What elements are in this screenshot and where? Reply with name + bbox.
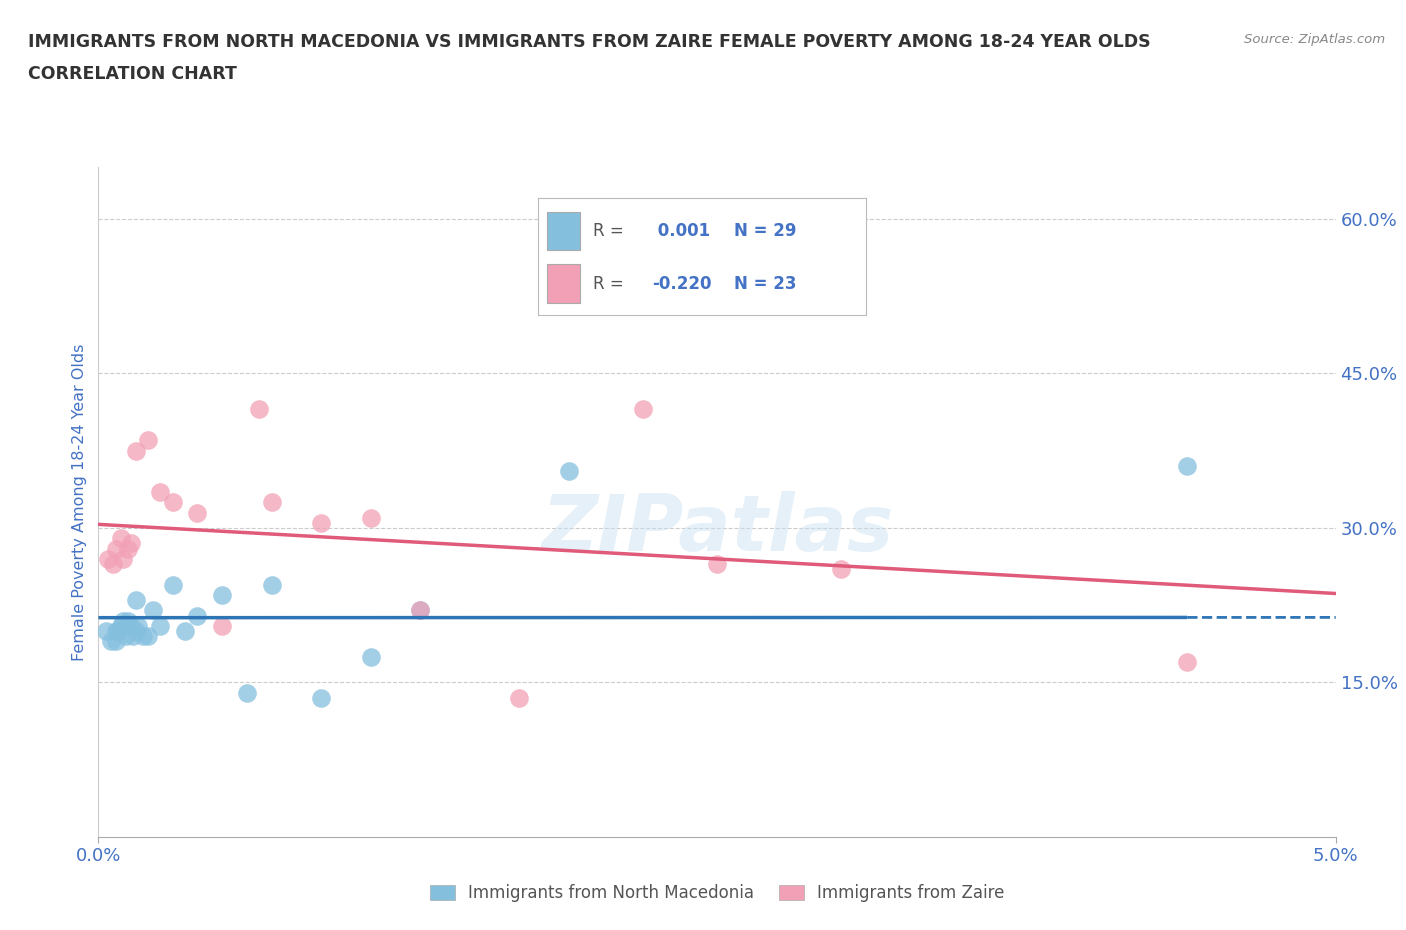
Point <box>247 402 270 417</box>
Point <box>360 511 382 525</box>
Point <box>124 623 146 638</box>
Point <box>174 623 197 638</box>
Point <box>136 629 159 644</box>
Text: Source: ZipAtlas.com: Source: ZipAtlas.com <box>1244 33 1385 46</box>
Point <box>309 690 332 705</box>
Point <box>120 618 142 633</box>
Point <box>1175 655 1198 670</box>
Point <box>236 685 259 700</box>
Y-axis label: Female Poverty Among 18-24 Year Olds: Female Poverty Among 18-24 Year Olds <box>72 343 87 661</box>
Point <box>110 618 132 633</box>
Point <box>149 485 172 499</box>
Point <box>117 541 139 556</box>
Point <box>830 562 852 577</box>
Point <box>162 578 184 592</box>
Point <box>117 613 139 628</box>
Point <box>508 690 530 705</box>
Point <box>309 515 332 530</box>
Point <box>409 603 432 618</box>
Point <box>211 618 233 633</box>
Text: CORRELATION CHART: CORRELATION CHART <box>28 65 238 83</box>
Point <box>132 629 155 644</box>
Point <box>94 623 117 638</box>
Point <box>124 592 146 607</box>
Point <box>186 505 208 520</box>
Point <box>122 629 145 644</box>
Text: ZIPatlas: ZIPatlas <box>541 491 893 567</box>
Point <box>112 551 135 566</box>
Point <box>706 556 728 571</box>
Point <box>142 603 165 618</box>
Point <box>104 541 127 556</box>
Point <box>120 536 142 551</box>
Point <box>127 618 149 633</box>
Text: IMMIGRANTS FROM NORTH MACEDONIA VS IMMIGRANTS FROM ZAIRE FEMALE POVERTY AMONG 18: IMMIGRANTS FROM NORTH MACEDONIA VS IMMIG… <box>28 33 1150 50</box>
Point <box>100 634 122 649</box>
Point <box>104 623 127 638</box>
Point <box>162 495 184 510</box>
Point <box>631 402 654 417</box>
Point <box>110 531 132 546</box>
Point <box>112 613 135 628</box>
Point <box>186 608 208 623</box>
Legend: Immigrants from North Macedonia, Immigrants from Zaire: Immigrants from North Macedonia, Immigra… <box>423 878 1011 909</box>
Point <box>409 603 432 618</box>
Point <box>360 649 382 664</box>
Point <box>260 495 283 510</box>
Point <box>136 433 159 448</box>
Point <box>124 444 146 458</box>
Point <box>1175 458 1198 473</box>
Point <box>260 578 283 592</box>
Point <box>103 556 125 571</box>
Point <box>97 551 120 566</box>
Point <box>149 618 172 633</box>
Point <box>211 588 233 603</box>
Point <box>104 634 127 649</box>
Point <box>107 623 129 638</box>
Point <box>557 464 579 479</box>
Point <box>114 629 136 644</box>
